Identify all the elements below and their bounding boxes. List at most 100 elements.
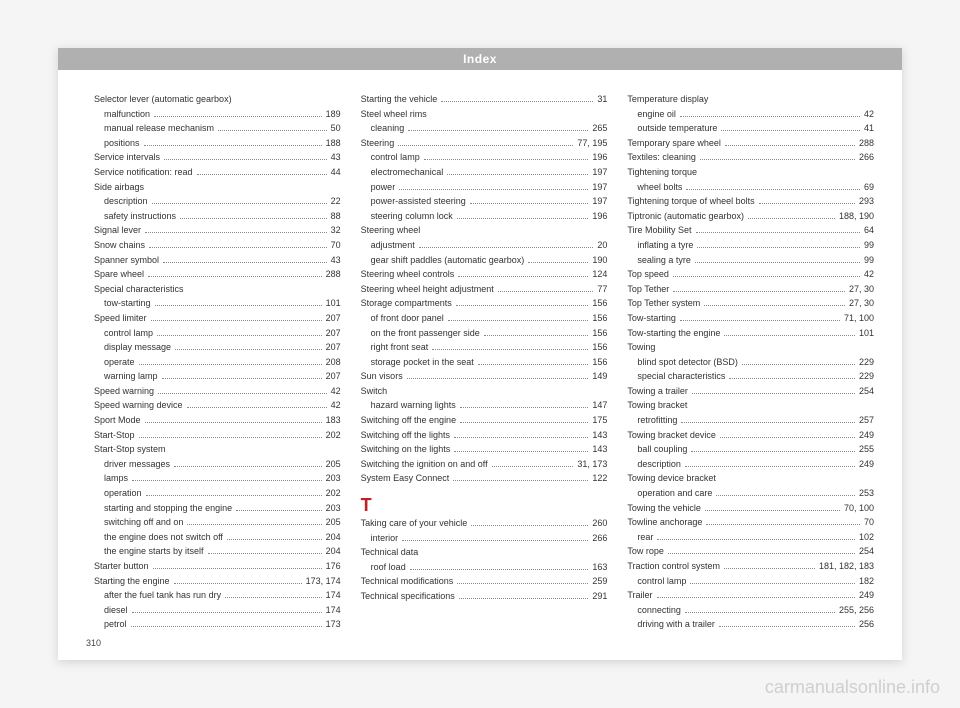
index-entry: Tow-starting the engine101 [627, 326, 874, 341]
leader-dots [158, 393, 327, 394]
index-entry: Spare wheel288 [94, 267, 341, 282]
index-entry: Snow chains70 [94, 238, 341, 253]
leader-dots [498, 291, 594, 292]
entry-label: Service intervals [94, 150, 160, 165]
entry-label: petrol [104, 617, 127, 632]
entry-page: 255, 256 [839, 603, 874, 618]
entry-label: retrofitting [637, 413, 677, 428]
leader-dots [174, 583, 302, 584]
entry-page: 43 [331, 150, 341, 165]
entry-label: Sport Mode [94, 413, 141, 428]
index-entry: Switch [361, 384, 608, 399]
entry-label: blind spot detector (BSD) [637, 355, 738, 370]
entry-page: 156 [592, 340, 607, 355]
entry-page: 163 [592, 560, 607, 575]
leader-dots [155, 305, 322, 306]
entry-page: 99 [864, 253, 874, 268]
entry-page: 27, 30 [849, 282, 874, 297]
entry-page: 31 [597, 92, 607, 107]
leader-dots [236, 510, 322, 511]
index-entry: Speed warning device42 [94, 398, 341, 413]
leader-dots [162, 378, 322, 379]
leader-dots [492, 466, 574, 467]
index-entry: Textiles: cleaning266 [627, 150, 874, 165]
leader-dots [700, 159, 855, 160]
index-entry: Top Tether system 27, 30 [627, 296, 874, 311]
index-entry: Storage compartments156 [361, 296, 608, 311]
index-subentry: adjustment20 [361, 238, 608, 253]
entry-label: switching off and on [104, 515, 183, 530]
entry-label: Speed warning device [94, 398, 183, 413]
index-subentry: power197 [361, 180, 608, 195]
leader-dots [132, 480, 322, 481]
leader-dots [657, 597, 855, 598]
entry-page: 181, 182, 183 [819, 559, 874, 574]
index-entry: Technical specifications291 [361, 589, 608, 604]
entry-page: 207 [326, 311, 341, 326]
entry-label: Technical modifications [361, 574, 454, 589]
leader-dots [528, 262, 588, 263]
leader-dots [144, 145, 322, 146]
entry-label: Technical data [361, 545, 419, 560]
leader-dots [139, 364, 322, 365]
index-subentry: the engine does not switch off204 [94, 530, 341, 545]
entry-label: Tiptronic (automatic gearbox) [627, 209, 744, 224]
entry-page: 254 [859, 384, 874, 399]
index-entry: Sun visors149 [361, 369, 608, 384]
index-subentry: warning lamp207 [94, 369, 341, 384]
index-entry: Switching on the lights143 [361, 442, 608, 457]
entry-label: Tow-starting [627, 311, 676, 326]
entry-label: Switching off the engine [361, 413, 456, 428]
entry-page: 50 [331, 121, 341, 136]
entry-label: safety instructions [104, 209, 176, 224]
entry-page: 42 [864, 107, 874, 122]
index-entry: Tightening torque of wheel bolts293 [627, 194, 874, 209]
entry-page: 291 [592, 589, 607, 604]
index-entry: Taking care of your vehicle260 [361, 516, 608, 531]
index-entry: Traction control system181, 182, 183 [627, 559, 874, 574]
leader-dots [673, 291, 845, 292]
entry-label: operation [104, 486, 142, 501]
entry-page: 229 [859, 355, 874, 370]
leader-dots [742, 364, 855, 365]
entry-label: Textiles: cleaning [627, 150, 696, 165]
entry-page: 27, 30 [849, 296, 874, 311]
entry-label: description [637, 457, 681, 472]
entry-label: Tire Mobility Set [627, 223, 691, 238]
index-subentry: wheel bolts69 [627, 180, 874, 195]
leader-dots [696, 232, 860, 233]
leader-dots [432, 349, 588, 350]
entry-label: control lamp [371, 150, 420, 165]
leader-dots [174, 466, 322, 467]
index-subentry: retrofitting257 [627, 413, 874, 428]
index-entry: Towline anchorage70 [627, 515, 874, 530]
leader-dots [187, 407, 327, 408]
leader-dots [458, 276, 588, 277]
leader-dots [686, 189, 860, 190]
leader-dots [721, 130, 860, 131]
entry-label: operation and care [637, 486, 712, 501]
entry-label: Towing bracket device [627, 428, 716, 443]
entry-page: 77 [597, 282, 607, 297]
leader-dots [410, 569, 589, 570]
entry-page: 256 [859, 617, 874, 632]
entry-page: 31, 173 [577, 457, 607, 472]
leader-dots [152, 203, 327, 204]
entry-page: 124 [592, 267, 607, 282]
entry-page: 173, 174 [306, 574, 341, 589]
index-subentry: description22 [94, 194, 341, 209]
leader-dots [673, 276, 860, 277]
entry-label: manual release mechanism [104, 121, 214, 136]
leader-dots [399, 189, 588, 190]
index-subentry: control lamp196 [361, 150, 608, 165]
entry-label: Top Tether system [627, 296, 700, 311]
leader-dots [729, 378, 855, 379]
entry-page: 41 [864, 121, 874, 136]
leader-dots [460, 422, 588, 423]
index-subentry: positions188 [94, 136, 341, 151]
leader-dots [419, 247, 594, 248]
leader-dots [685, 612, 835, 613]
entry-page: 190 [592, 253, 607, 268]
index-subentry: rear102 [627, 530, 874, 545]
leader-dots [218, 130, 327, 131]
